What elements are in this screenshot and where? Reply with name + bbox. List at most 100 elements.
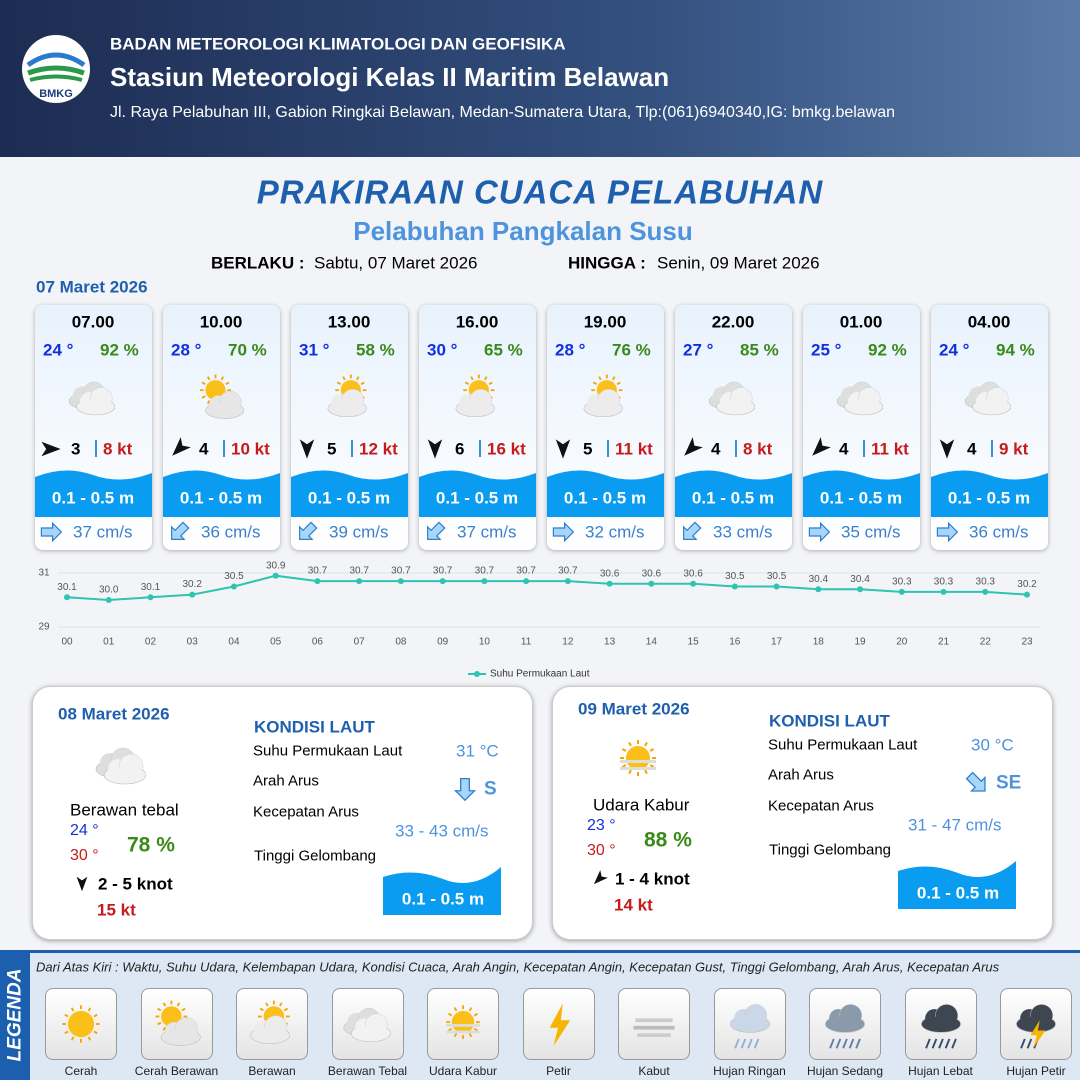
- data-point: [147, 594, 154, 601]
- x-tick-label: 19: [854, 637, 866, 648]
- wave-height: 0.1 - 0.5 m: [563, 488, 647, 508]
- temperature: 24 °: [43, 340, 74, 360]
- temp-max: 30 °: [587, 842, 616, 859]
- humidity: 65 %: [484, 340, 523, 360]
- valid-from-label: BERLAKU :: [211, 253, 305, 273]
- wind: 1 - 4 knot: [615, 869, 690, 889]
- icon: [708, 381, 756, 416]
- sst-label: Suhu Permukaan Laut: [253, 742, 403, 760]
- arrow: [812, 437, 831, 456]
- current-direction: [423, 520, 447, 544]
- legend-item: Udara Kabur: [428, 1064, 498, 1078]
- wind-speed: 5: [327, 439, 337, 459]
- icon: [155, 1000, 201, 1046]
- arrow: [299, 521, 318, 540]
- legend-item: Hujan Petir: [1006, 1064, 1066, 1078]
- value-label: 30.3: [892, 577, 912, 588]
- arrow: [936, 521, 959, 543]
- wind-direction: [679, 437, 703, 461]
- agency: BADAN METEOROLOGI KLIMATOLOGI DAN GEOFIS…: [110, 34, 566, 54]
- icon: [1016, 1004, 1056, 1049]
- wave-band: [419, 470, 536, 517]
- legend-item: Hujan Ringan: [713, 1064, 786, 1078]
- data-point: [690, 580, 697, 587]
- temperature: 28 °: [555, 340, 586, 360]
- value-label: 30.4: [809, 574, 829, 585]
- gust: 8 kt: [743, 439, 773, 459]
- legend-item: Hujan Lebat: [908, 1064, 973, 1078]
- current-direction: [807, 520, 831, 544]
- legend-item: Cerah Berawan: [134, 1064, 219, 1078]
- sea-title: KONDISI LAUT: [769, 711, 890, 731]
- legend-icon-box: [904, 988, 977, 1060]
- legend-item: Berawan Tebal: [327, 1064, 408, 1078]
- separator: [479, 440, 481, 457]
- current-direction: [452, 776, 478, 802]
- wind-direction: [590, 870, 608, 888]
- address: Jl. Raya Pelabuhan III, Gabion Ringkai B…: [110, 104, 896, 121]
- current-speed: 36 cm/s: [201, 522, 261, 542]
- wind-direction: [551, 437, 575, 461]
- wind-direction: [423, 437, 447, 461]
- x-tick-label: 16: [729, 637, 741, 648]
- value-label: 30.2: [182, 579, 202, 590]
- station: Stasiun Meteorologi Kelas II Maritim Bel…: [110, 62, 670, 92]
- wind-direction: [807, 437, 831, 461]
- wave: 0.1 - 0.5 m: [401, 889, 485, 909]
- weather-icon: [956, 370, 1022, 425]
- y-tick-label: 29: [38, 622, 50, 633]
- humidity: 94 %: [996, 340, 1035, 360]
- arrow: [939, 439, 955, 459]
- value-label: 30.7: [391, 566, 411, 577]
- wave-band: [675, 470, 792, 517]
- wave-label: Tinggi Gelombang: [769, 841, 892, 859]
- date: 09 Maret 2026: [578, 699, 690, 719]
- current-speed: 33 cm/s: [713, 522, 773, 542]
- forecast-card: [291, 305, 408, 550]
- title: PRAKIRAAN CUACA PELABUHAN: [256, 173, 824, 211]
- wave-height: 0.1 - 0.5 m: [435, 488, 519, 508]
- wind-direction: [295, 437, 319, 461]
- current-speed: 37 cm/s: [457, 522, 517, 542]
- icon: [920, 1004, 961, 1049]
- humidity: 70 %: [228, 340, 267, 360]
- dir-label: Arah Arus: [768, 766, 834, 784]
- x-tick-label: 00: [61, 637, 73, 648]
- x-tick-label: 02: [145, 637, 157, 648]
- weather-icon: [316, 370, 382, 425]
- condition: Udara Kabur: [593, 795, 690, 815]
- data-point: [439, 578, 446, 585]
- icon: [199, 374, 245, 419]
- arrow: [76, 876, 88, 892]
- arrow: [171, 521, 190, 540]
- humidity: 76 %: [612, 340, 651, 360]
- icon: [342, 1007, 391, 1043]
- time: 22.00: [711, 312, 755, 332]
- x-tick-label: 01: [103, 637, 115, 648]
- legend-title: LEGENDA: [4, 968, 26, 1062]
- x-tick-label: 11: [521, 637, 532, 648]
- separator: [863, 440, 865, 457]
- x-tick-label: 20: [896, 637, 908, 648]
- legend-icon-box: [809, 988, 881, 1060]
- arrow: [172, 437, 191, 456]
- humidity: 58 %: [356, 340, 395, 360]
- data-point: [397, 578, 404, 585]
- speed-label: Kecepatan Arus: [253, 803, 359, 821]
- separator: [607, 440, 609, 457]
- speed: 33 - 43 cm/s: [395, 821, 489, 841]
- forecast-card: [35, 305, 152, 550]
- value-label: 30.2: [1017, 579, 1037, 590]
- y-tick-label: 31: [38, 568, 50, 579]
- forecast-card: [675, 305, 792, 550]
- time: 07.00: [71, 312, 115, 332]
- temperature: 25 °: [811, 340, 842, 360]
- legend-item: Hujan Sedang: [806, 1064, 884, 1078]
- legend-item: Kabut: [638, 1064, 670, 1078]
- legend-icon-box: [713, 988, 786, 1060]
- wave-box: [898, 859, 1016, 909]
- legend-icon-box: [522, 988, 595, 1060]
- x-tick-label: 23: [1021, 637, 1033, 648]
- data-point: [606, 580, 613, 587]
